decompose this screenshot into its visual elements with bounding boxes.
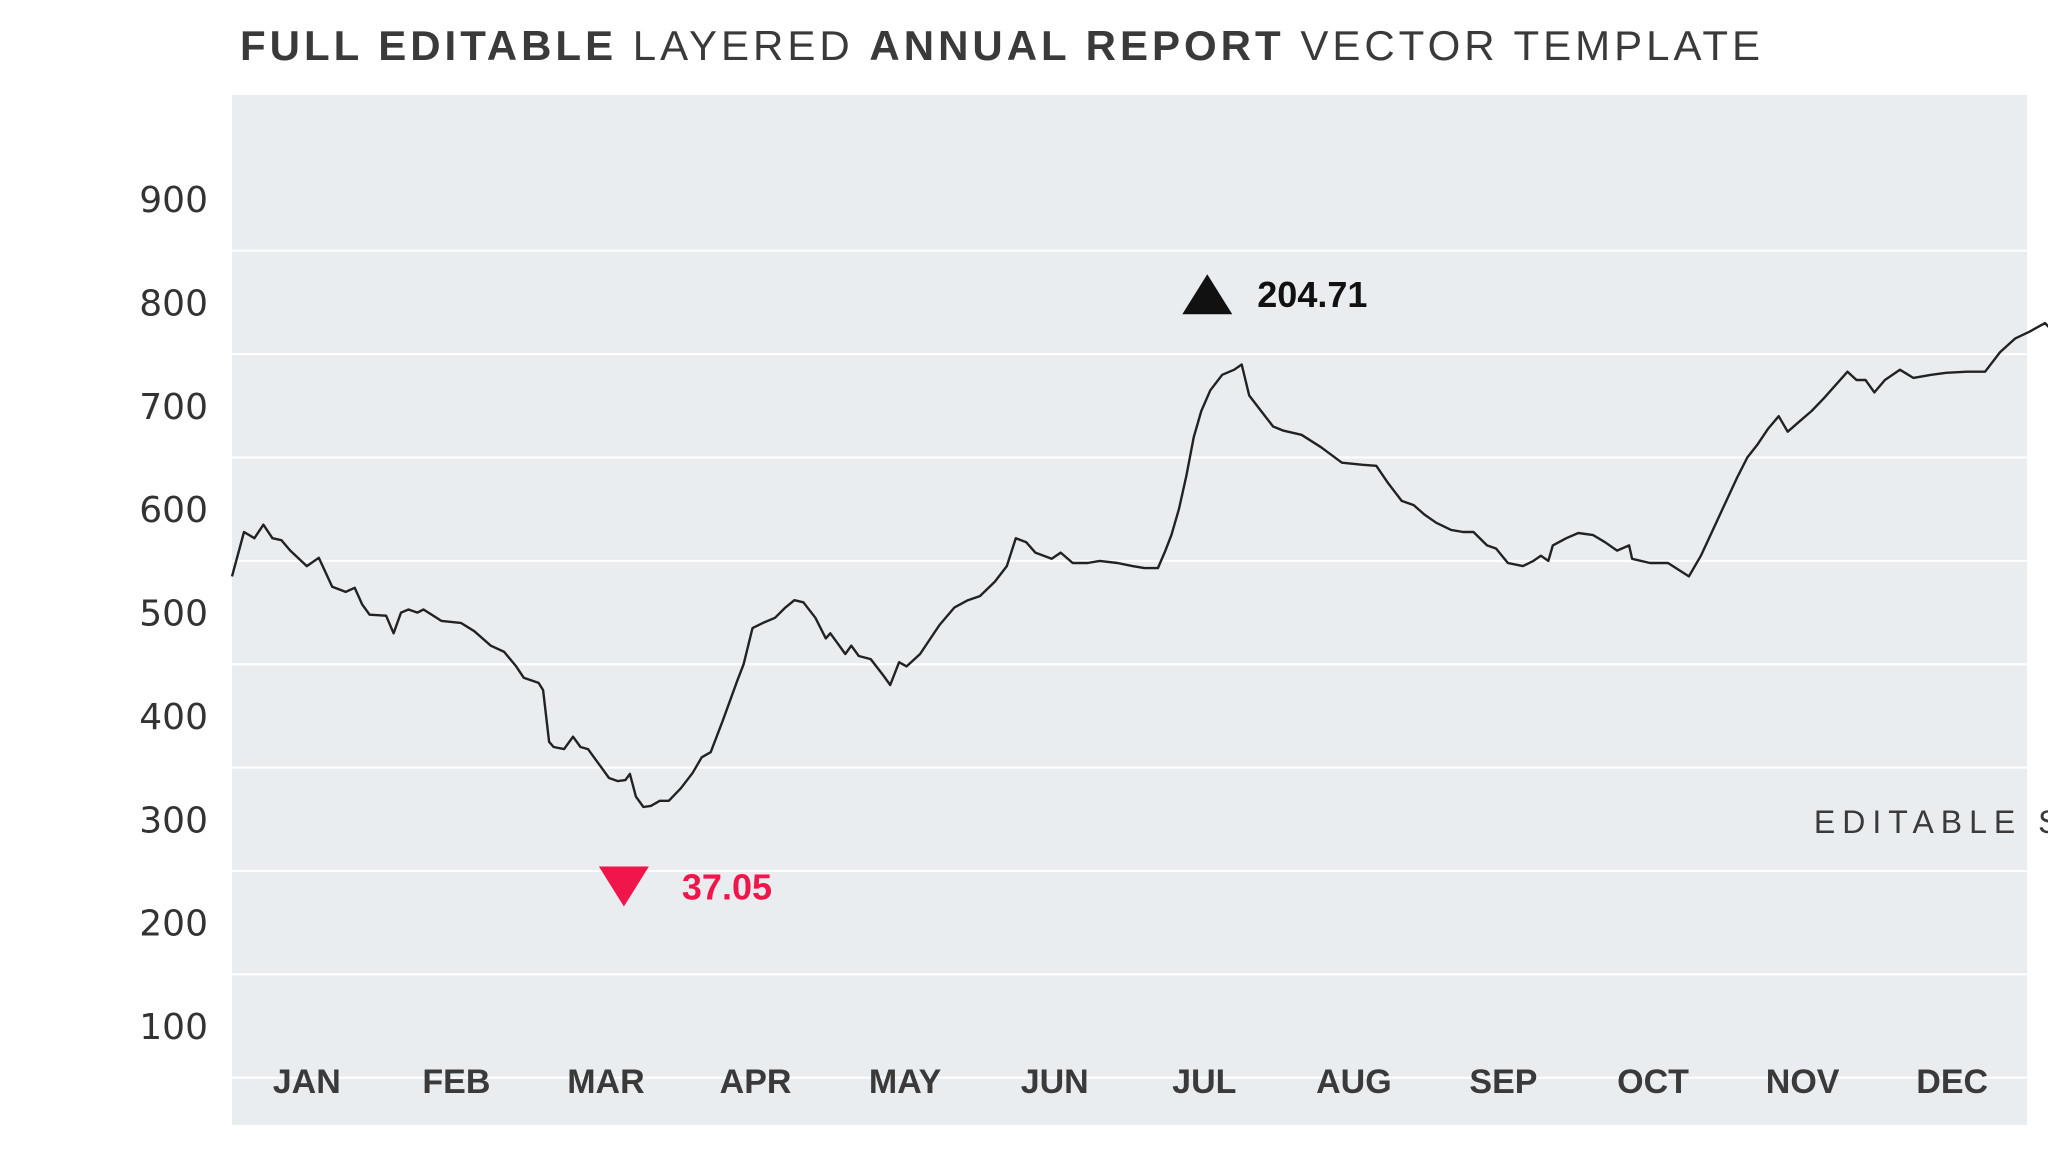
series-line — [230, 321, 2048, 809]
x-tick-label-mar: MAR — [567, 1063, 644, 1101]
x-tick-label-feb: FEB — [422, 1063, 490, 1101]
y-tick-label-300: 300 — [139, 800, 208, 841]
annotations: 204.71 37.05 EDITABLE STROKES — [598, 274, 2048, 908]
y-axis: 900 800 700 600 500 400 300 200 100 — [139, 180, 208, 1048]
y-tick-label-200: 200 — [139, 904, 208, 945]
title-part-bold-1: FULL EDITABLE — [240, 22, 618, 69]
x-tick-label-jan: JAN — [273, 1063, 341, 1101]
gridlines — [232, 249, 2027, 1079]
x-tick-label-jun: JUN — [1021, 1063, 1089, 1101]
y-tick-label-100: 100 — [139, 1007, 208, 1048]
x-tick-label-apr: APR — [720, 1063, 792, 1101]
x-tick-label-aug: AUG — [1316, 1063, 1392, 1101]
y-tick-label-400: 400 — [139, 697, 208, 738]
y-tick-label-500: 500 — [139, 594, 208, 635]
y-tick-label-900: 900 — [139, 180, 208, 221]
y-tick-label-600: 600 — [139, 490, 208, 531]
annotation-high-value: 204.71 — [1257, 274, 1367, 315]
y-tick-label-700: 700 — [139, 387, 208, 428]
title-part-bold-2: ANNUAL REPORT — [869, 22, 1285, 69]
title-part-light-2: VECTOR TEMPLATE — [1300, 22, 1765, 69]
title-part-light-1: LAYERED — [632, 22, 854, 69]
chart-title: FULL EDITABLE LAYERED ANNUAL REPORT VECT… — [240, 22, 1764, 70]
down-triangle-icon — [598, 866, 649, 907]
annotation-editable-strokes: EDITABLE STROKES — [1814, 804, 2048, 840]
x-tick-label-may: MAY — [869, 1063, 942, 1101]
x-tick-label-oct: OCT — [1617, 1063, 1689, 1101]
y-tick-label-800: 800 — [139, 283, 208, 324]
plot-background — [232, 95, 2027, 1125]
up-triangle-icon — [1182, 274, 1233, 315]
annotation-low-value: 37.05 — [682, 867, 772, 908]
x-tick-label-sep: SEP — [1469, 1063, 1537, 1101]
x-tick-label-jul: JUL — [1172, 1063, 1236, 1101]
x-tick-label-dec: DEC — [1916, 1063, 1988, 1101]
x-axis: JAN FEB MAR APR MAY JUN JUL AUG SEP OCT NOV DEC — [273, 1063, 1988, 1101]
x-tick-label-nov: NOV — [1766, 1063, 1840, 1101]
